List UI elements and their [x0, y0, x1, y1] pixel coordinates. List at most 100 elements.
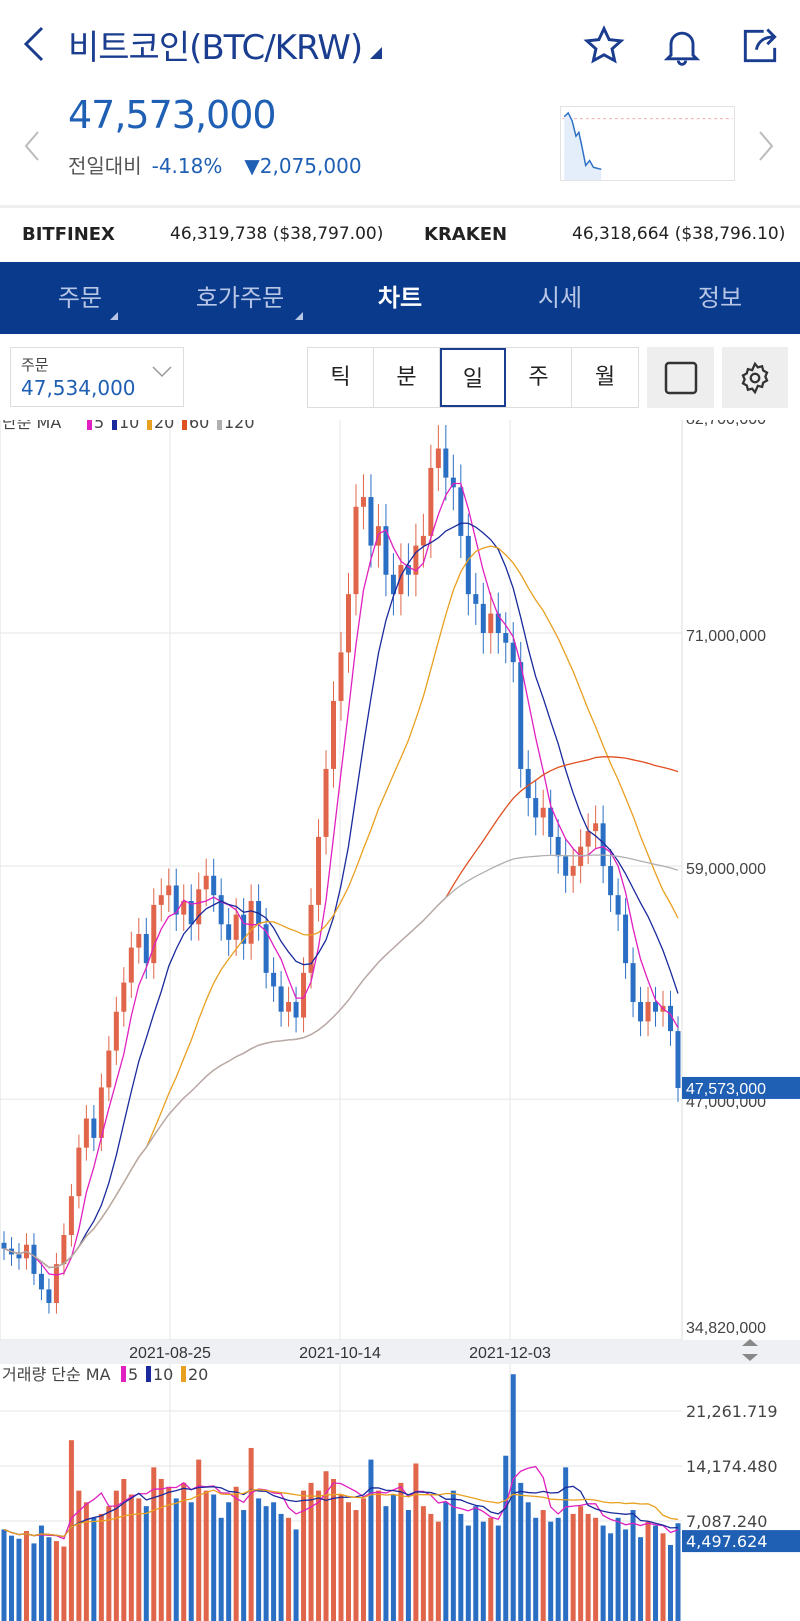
price-legend-swatch	[87, 420, 92, 430]
volume-bar	[323, 1471, 329, 1621]
volume-y-tick-label: 21,261.719	[686, 1402, 778, 1421]
y-tick-label: 34,820,000	[686, 1320, 766, 1337]
ma10-line	[3, 522, 679, 1269]
candle	[31, 1244, 37, 1274]
volume-bar	[675, 1523, 681, 1621]
settings-button[interactable]	[722, 347, 788, 408]
candle	[61, 1235, 67, 1265]
candle	[480, 603, 486, 633]
order-label: 주문	[21, 356, 49, 374]
price-legend-period: 120	[224, 420, 255, 432]
volume-bar	[533, 1517, 539, 1621]
y-tick-label: 82,700,000	[686, 420, 766, 428]
current-volume-marker	[682, 1530, 800, 1553]
back-chevron-icon[interactable]	[18, 24, 48, 64]
candle	[600, 823, 606, 867]
volume-bar	[413, 1463, 419, 1621]
period-day[interactable]: 일	[440, 348, 506, 407]
candle	[128, 947, 134, 983]
candle	[241, 914, 247, 944]
candle	[540, 807, 546, 818]
candle	[488, 613, 494, 633]
volume-bar	[593, 1517, 599, 1621]
volume-bar	[173, 1498, 179, 1621]
candle	[1, 1242, 7, 1249]
volume-bar	[480, 1521, 486, 1621]
volume-bar	[555, 1517, 561, 1621]
candle	[585, 831, 591, 847]
tab-info[interactable]: 정보	[640, 262, 800, 334]
candle	[413, 545, 419, 575]
volume-bar	[31, 1543, 37, 1621]
candle	[405, 565, 411, 575]
price-legend-swatch	[182, 420, 187, 430]
tab-orderbook-order[interactable]: 호가주문	[160, 262, 320, 334]
volume-bar	[331, 1478, 337, 1621]
volume-bar	[473, 1506, 479, 1621]
next-coin-chevron-icon[interactable]	[756, 128, 776, 164]
volume-bar	[375, 1490, 381, 1621]
candle	[151, 904, 157, 964]
star-icon[interactable]	[582, 24, 626, 68]
volume-bar	[113, 1490, 119, 1621]
volume-bar	[226, 1502, 232, 1621]
candle	[518, 662, 524, 769]
volume-bar	[46, 1537, 52, 1621]
volume-bar	[398, 1482, 404, 1621]
volume-bar	[181, 1482, 187, 1621]
candle	[390, 574, 396, 595]
candle	[563, 856, 569, 876]
candle	[158, 895, 164, 905]
volume-bar	[136, 1498, 142, 1621]
candle	[91, 1118, 97, 1138]
period-month[interactable]: 월	[594, 365, 616, 390]
candle	[301, 972, 307, 1018]
candle	[233, 914, 239, 940]
resize-handle-icon	[742, 1339, 758, 1361]
volume-bar	[121, 1478, 127, 1621]
candle	[211, 875, 217, 896]
exchange-name: BITFINEX	[22, 224, 115, 245]
period-minute[interactable]: 분	[374, 348, 440, 407]
order-price-select[interactable]: 주문 47,534,000	[10, 347, 184, 407]
candle	[218, 895, 224, 925]
prev-coin-chevron-icon[interactable]	[22, 128, 42, 164]
candle	[548, 807, 554, 837]
candle	[278, 986, 284, 1012]
volume-bar	[263, 1506, 269, 1621]
coin-title-text: 비트코인(BTC/KRW)	[68, 28, 363, 68]
ma60-line	[3, 756, 679, 1269]
fullscreen-button[interactable]	[647, 347, 714, 408]
coin-title[interactable]: 비트코인(BTC/KRW)	[68, 20, 383, 69]
price-chart[interactable]: 82,700,00071,000,00059,000,00047,000,000…	[0, 420, 800, 1621]
candle	[196, 889, 202, 925]
candle	[173, 885, 179, 915]
volume-bar	[338, 1494, 344, 1621]
bell-icon[interactable]	[660, 24, 704, 68]
period-week[interactable]: 주	[506, 348, 572, 407]
candle	[510, 642, 516, 663]
submenu-triangle-icon	[110, 312, 118, 320]
volume-bar	[316, 1490, 322, 1621]
tab-order[interactable]: 주문	[0, 262, 160, 334]
volume-bar	[211, 1494, 217, 1621]
candle	[121, 982, 127, 1012]
volume-y-tick-label: 7,087.240	[686, 1512, 767, 1531]
period-tick[interactable]: 틱	[308, 348, 374, 407]
volume-bar	[405, 1510, 411, 1621]
tab-quotes[interactable]: 시세	[480, 262, 640, 334]
price-legend-swatch	[217, 420, 222, 430]
price-legend-label: 단순 MA	[2, 420, 61, 432]
tab-chart[interactable]: 차트	[320, 262, 480, 334]
volume-bar	[630, 1510, 636, 1621]
volume-bar	[188, 1502, 194, 1621]
share-icon[interactable]	[738, 24, 782, 68]
volume-bar	[83, 1502, 89, 1621]
ma120-line	[3, 854, 679, 1269]
mini-price-chart[interactable]	[560, 106, 735, 181]
volume-bar	[151, 1467, 157, 1621]
order-value: 47,534,000	[21, 376, 136, 400]
volume-bar	[98, 1513, 104, 1621]
current-price: 47,573,000	[68, 93, 277, 137]
y-tick-label: 71,000,000	[686, 628, 766, 645]
